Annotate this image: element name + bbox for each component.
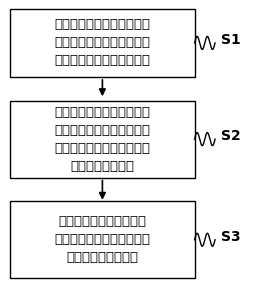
FancyBboxPatch shape xyxy=(10,101,195,178)
FancyBboxPatch shape xyxy=(10,201,195,278)
Text: 车辆监控平台向车载无线终
端下发特征参数，车辆无线
终端接收该特征参数并存储: 车辆监控平台向车载无线终 端下发特征参数，车辆无线 终端接收该特征参数并存储 xyxy=(54,18,150,67)
FancyBboxPatch shape xyxy=(10,9,195,77)
Text: 判断车辆在该路断是否超
速，若超速，则将超速信息
上报给车辆监控平台: 判断车辆在该路断是否超 速，若超速，则将超速信息 上报给车辆监控平台 xyxy=(54,215,150,264)
Text: S2: S2 xyxy=(220,129,240,143)
Text: 车辆无线终端对车辆即时的
位置进行定位，调用预先存
储的特征参数，判断车辆无
线终端所处的路段: 车辆无线终端对车辆即时的 位置进行定位，调用预先存 储的特征参数，判断车辆无 线… xyxy=(54,106,150,173)
Text: S3: S3 xyxy=(221,230,240,244)
Text: S1: S1 xyxy=(220,33,240,47)
